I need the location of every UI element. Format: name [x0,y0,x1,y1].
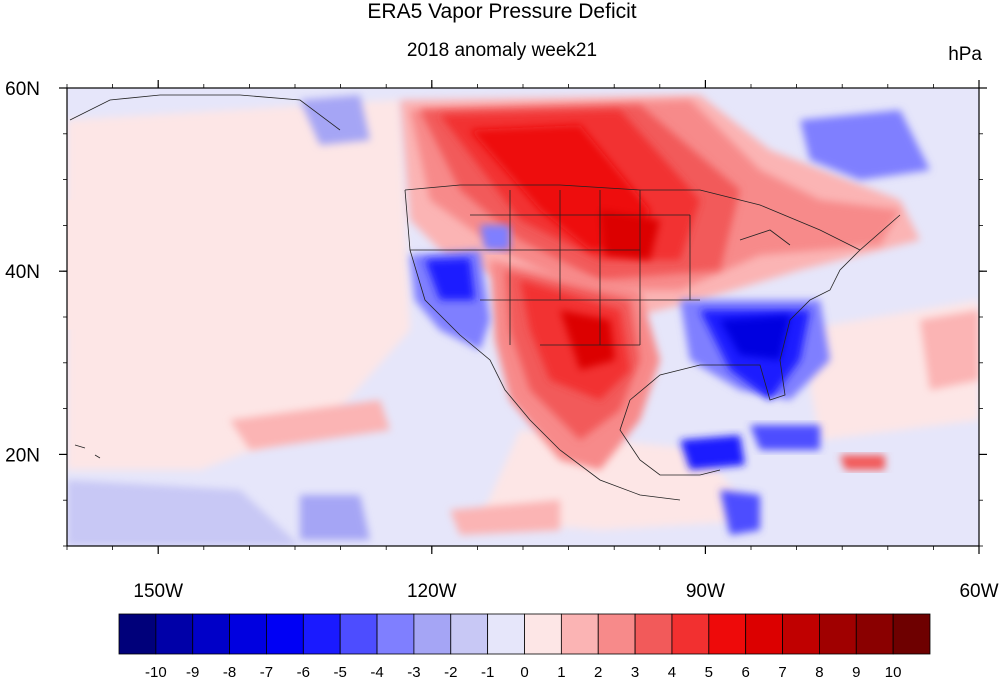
colorbar: -10 -9 -8 -7 -6 -5 -4 -3 -2 -1 0 1 2 3 4 5 6 7 8 9 10 [118,613,931,681]
colorbar-label: -2 [444,664,457,681]
colorbar-label: 3 [631,664,639,681]
colorbar-label: -3 [407,664,420,681]
axis-ticks: 150W 120W 90W 60W 20N 40N 60N [5,79,998,602]
colorbar-label: -1 [481,664,494,681]
colorbar-swatch [597,613,636,655]
colorbar-label: -8 [223,664,236,681]
lat-tick-label: 60N [5,79,40,100]
colorbar-label: -9 [186,664,199,681]
colorbar-swatch [560,613,599,655]
lat-tick-label: 20N [5,445,40,466]
colorbar-swatch [708,613,747,655]
colorbar-swatch [413,613,452,655]
lon-tick-label: 60W [959,581,998,602]
colorbar-label: -5 [334,664,347,681]
colorbar-swatch [192,613,230,655]
colorbar-label: 10 [885,664,902,681]
colorbar-label: 8 [815,664,823,681]
colorbar-label: -7 [260,664,273,681]
colorbar-label: -10 [145,664,167,681]
colorbar-label: 1 [557,664,565,681]
colorbar-label: 0 [520,664,528,681]
colorbar-swatch [118,613,157,655]
colorbar-label: 2 [594,664,602,681]
units-label: hPa [948,44,982,65]
colorbar-label: 7 [778,664,786,681]
colorbar-swatch [487,613,525,655]
colorbar-swatch [634,613,673,655]
colorbar-swatch [266,613,304,655]
colorbar-swatch [339,613,378,655]
colorbar-label: -6 [297,664,310,681]
colorbar-swatch [671,613,710,655]
colorbar-label: 6 [742,664,750,681]
coastlines [69,94,901,501]
colorbar-label: 4 [668,664,676,681]
chart-title: ERA5 Vapor Pressure Deficit [367,0,637,23]
colorbar-swatch [855,613,894,655]
colorbar-swatch [524,613,562,655]
colorbar-label: 5 [705,664,713,681]
lon-tick-label: 120W [407,581,457,602]
colorbar-swatch [819,613,857,655]
colorbar-swatch [229,613,267,655]
lon-tick-label: 150W [133,581,183,602]
anomaly-field [67,88,979,546]
colorbar-swatch [155,613,194,655]
colorbar-label: -4 [370,664,383,681]
lon-tick-label: 90W [686,581,725,602]
colorbar-swatch [782,613,820,655]
colorbar-label: 9 [852,664,860,681]
colorbar-swatch [302,613,341,655]
colorbar-swatch [450,613,489,655]
colorbar-swatch [892,613,931,655]
colorbar-swatch [376,613,415,655]
chart-subtitle: 2018 anomaly week21 [406,40,598,61]
lat-tick-label: 40N [5,262,40,283]
colorbar-swatch [745,613,783,655]
